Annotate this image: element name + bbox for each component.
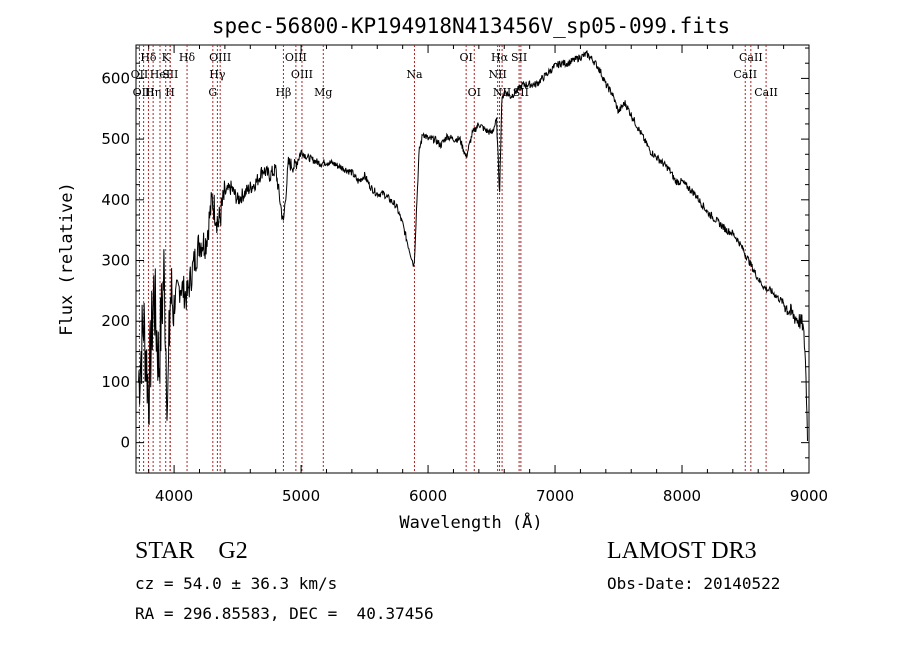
survey-name: LAMOST DR3 bbox=[607, 538, 757, 564]
y-tick-label: 300 bbox=[101, 252, 130, 270]
x-tick-label: 6000 bbox=[409, 487, 447, 505]
x-tick-label: 9000 bbox=[790, 487, 828, 505]
line-marker-label: CaII bbox=[754, 86, 778, 99]
x-axis: 4000 5000 6000 7000 8000 9000 bbox=[148, 45, 828, 505]
y-axis: 0 100 200 300 400 500 600 bbox=[101, 47, 809, 459]
y-tick-label: 100 bbox=[101, 373, 130, 391]
line-marker-label: OIII bbox=[133, 86, 155, 99]
line-marker-label: Hδ bbox=[140, 51, 157, 64]
line-marker-label: OIII bbox=[285, 51, 307, 64]
line-marker-label: OIII bbox=[291, 68, 313, 81]
line-marker-label: OIII bbox=[209, 51, 231, 64]
redshift-text: cz = 54.0 ± 36.3 km/s bbox=[135, 574, 338, 593]
coordinates-text: RA = 296.85583, DEC = 40.37456 bbox=[135, 604, 434, 623]
line-marker-label: H bbox=[165, 86, 175, 99]
x-tick-label: 4000 bbox=[155, 487, 193, 505]
y-tick-label: 600 bbox=[101, 69, 130, 87]
line-marker-label: CaII bbox=[739, 51, 763, 64]
plot-frame bbox=[135, 44, 810, 474]
line-marker-label: Hδ bbox=[179, 51, 196, 64]
line-marker-label: Na bbox=[406, 68, 423, 81]
y-tick-label: 0 bbox=[120, 434, 130, 452]
line-marker-label: SII bbox=[162, 68, 178, 81]
line-marker-label: HeI bbox=[150, 68, 170, 81]
line-marker-label: OII bbox=[131, 68, 149, 81]
x-tick-label: 8000 bbox=[663, 487, 701, 505]
line-marker-label: K bbox=[162, 51, 171, 64]
line-marker-label: G bbox=[208, 86, 217, 99]
line-marker-label: Hη bbox=[145, 86, 161, 99]
line-marker-label: OI bbox=[468, 86, 481, 99]
y-tick-label: 500 bbox=[101, 130, 130, 148]
y-tick-label: 200 bbox=[101, 312, 130, 330]
line-markers bbox=[138, 45, 767, 473]
line-marker-label: CaII bbox=[733, 68, 757, 81]
line-marker-label: OI bbox=[459, 51, 472, 64]
y-tick-label: 400 bbox=[101, 191, 130, 209]
obs-date-text: Obs-Date: 20140522 bbox=[607, 574, 781, 593]
line-marker-label: Mg bbox=[314, 86, 332, 99]
spectrum-line bbox=[138, 50, 808, 442]
x-axis-label: Wavelength (Å) bbox=[399, 511, 542, 533]
x-tick-label: 5000 bbox=[282, 487, 320, 505]
line-marker-label: NII bbox=[488, 68, 506, 81]
line-marker-label: Hγ bbox=[209, 68, 226, 81]
y-axis-label: Flux (relative) bbox=[57, 182, 77, 336]
line-marker-label: Hα bbox=[491, 51, 509, 64]
line-marker-label: SII bbox=[511, 51, 527, 64]
x-tick-label: 7000 bbox=[536, 487, 574, 505]
object-class: STAR G2 bbox=[135, 538, 248, 564]
chart-title: spec-56800-KP194918N413456V_sp05-099.fit… bbox=[212, 14, 730, 38]
line-marker-label: Hβ bbox=[275, 86, 291, 99]
